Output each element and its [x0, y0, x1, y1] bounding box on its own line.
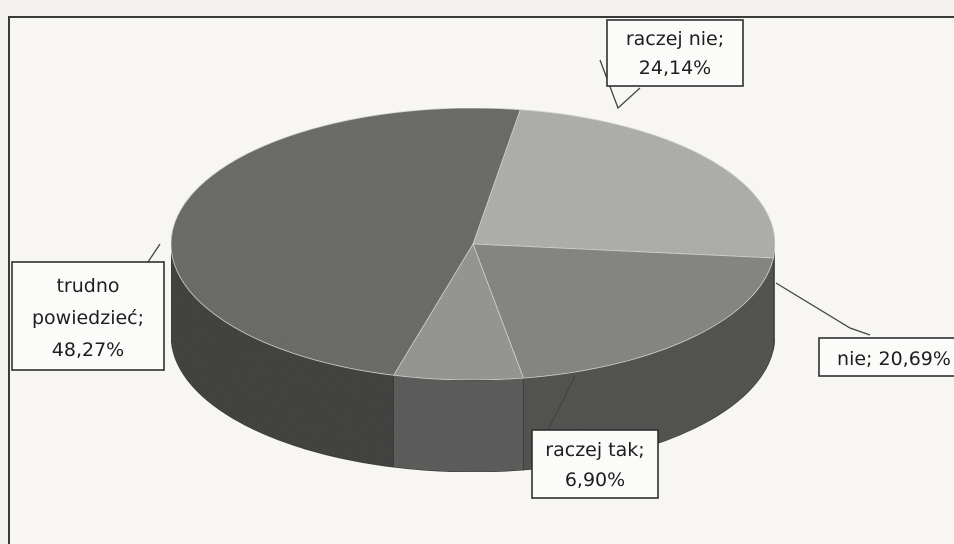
pie-slices	[170, 107, 776, 381]
label-raczej-nie: raczej nie; 24,14%	[606, 19, 744, 87]
slice-label-trudno: trudno	[56, 275, 119, 297]
slice-value-raczej-nie: 24,14%	[639, 57, 711, 79]
slice-label-raczej-nie: raczej nie;	[626, 28, 724, 50]
leader-lines	[147, 59, 871, 431]
label-trudno-powiedziec: trudno powiedzieć; 48,27%	[11, 261, 165, 371]
pie-slice-raczej-nie	[472, 109, 776, 259]
label-nie: nie; 20,69%	[818, 337, 954, 377]
slice-value-trudno-powiedziec: 48,27%	[52, 339, 124, 361]
pie-slice-raczej-tak	[393, 243, 524, 381]
pie-slice-trudno-powiedziec	[170, 107, 521, 376]
slice-label-raczej-tak: raczej tak;	[545, 439, 644, 461]
slice-label-nie: nie; 20,69%	[837, 348, 951, 370]
pie-wall-raczej-tak	[393, 374, 524, 473]
slice-value-raczej-tak: 6,90%	[565, 469, 625, 491]
pie-depth	[170, 243, 776, 473]
pie-slice-nie	[472, 243, 774, 379]
label-raczej-tak: raczej tak; 6,90%	[531, 429, 659, 499]
slice-label-powiedziec: powiedzieć;	[32, 307, 144, 329]
